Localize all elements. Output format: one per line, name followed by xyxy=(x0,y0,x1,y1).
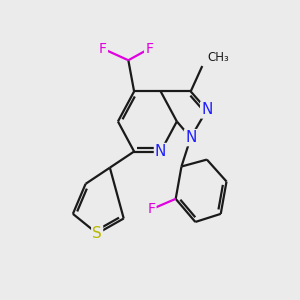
Text: F: F xyxy=(147,202,155,216)
Text: S: S xyxy=(92,226,102,241)
Text: CH₃: CH₃ xyxy=(207,51,229,64)
Text: F: F xyxy=(99,42,107,56)
Text: N: N xyxy=(155,144,166,159)
Text: N: N xyxy=(185,130,196,145)
Text: F: F xyxy=(145,42,153,56)
Text: N: N xyxy=(201,102,213,117)
